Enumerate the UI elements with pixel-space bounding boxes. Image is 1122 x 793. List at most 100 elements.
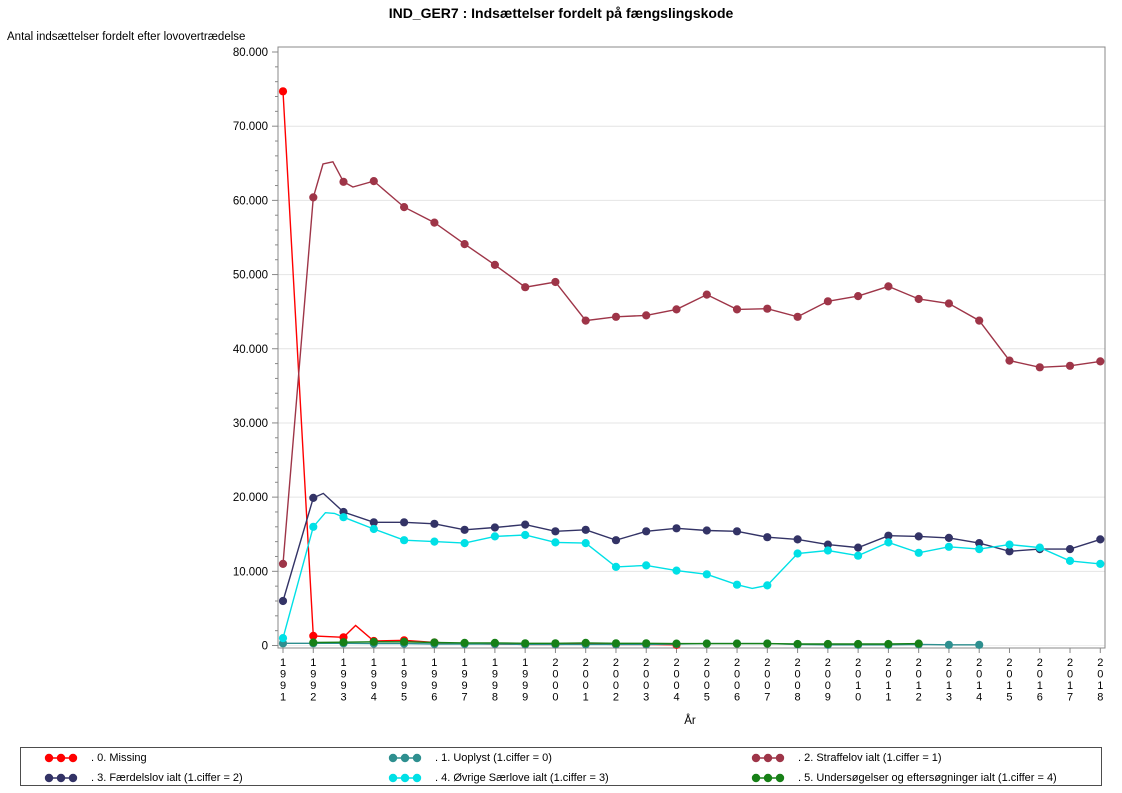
x-axis-title: År <box>684 715 696 727</box>
x-tick-label: 1 <box>1097 680 1103 692</box>
data-point <box>278 559 288 569</box>
data-point <box>732 527 742 536</box>
x-tick-label: 0 <box>552 680 558 692</box>
data-point <box>309 522 318 531</box>
y-axis-title: Antal indsættelser fordelt efter lovover… <box>7 31 246 43</box>
x-tick-label: 6 <box>1037 692 1043 704</box>
legend-marker-icon <box>44 773 78 783</box>
data-point <box>763 639 772 648</box>
x-tick-label: 1 <box>492 657 498 669</box>
x-tick-label: 2 <box>946 657 952 669</box>
data-point <box>551 277 560 287</box>
x-tick-label: 8 <box>492 692 498 704</box>
data-point <box>369 177 378 186</box>
data-point <box>339 638 348 647</box>
legend-item-label: . 2. Straffelov ialt (1.ciffer = 1) <box>798 752 942 764</box>
data-point <box>944 533 954 543</box>
data-point <box>702 290 711 299</box>
data-point <box>581 539 590 548</box>
x-tick-label: 1 <box>340 657 346 669</box>
x-tick-label: 0 <box>583 680 589 692</box>
data-point <box>763 304 772 313</box>
data-point <box>521 639 530 648</box>
x-tick-label: 5 <box>704 692 710 704</box>
x-tick-label: 2 <box>583 657 589 669</box>
data-point <box>914 639 923 648</box>
data-point <box>854 543 863 552</box>
x-tick-label: 1 <box>310 657 316 669</box>
x-tick-label: 6 <box>431 692 437 704</box>
x-tick-label: 3 <box>946 692 952 704</box>
data-point <box>581 316 590 325</box>
legend-marker-icon <box>44 753 78 763</box>
y-tick-label: 0 <box>262 641 268 653</box>
data-point <box>884 282 893 291</box>
x-tick-label: 0 <box>552 692 558 704</box>
legend-item: . 3. Færdelslov ialt (1.ciffer = 2) <box>44 770 243 786</box>
x-tick-label: 0 <box>855 669 861 681</box>
x-tick-label: 2 <box>1067 657 1073 669</box>
data-point <box>460 539 469 548</box>
x-tick-label: 0 <box>855 692 861 704</box>
data-point <box>914 294 923 304</box>
x-tick-label: 2 <box>885 657 891 669</box>
data-point <box>884 639 893 649</box>
data-point <box>581 525 590 534</box>
x-tick-label: 1 <box>1037 680 1043 692</box>
data-point <box>642 527 651 536</box>
data-point <box>339 177 348 186</box>
data-point <box>400 637 409 646</box>
data-point <box>854 292 863 301</box>
y-tick-label: 10.000 <box>233 566 268 578</box>
data-point <box>521 530 530 540</box>
x-tick-label: 0 <box>885 669 891 681</box>
x-tick-label: 0 <box>613 680 619 692</box>
data-point <box>490 523 499 532</box>
x-tick-label: 0 <box>643 680 649 692</box>
legend-item-label: . 5. Undersøgelser og eftersøgninger ial… <box>798 772 1057 784</box>
legend-item: . 4. Øvrige Særlove ialt (1.ciffer = 3) <box>388 770 609 786</box>
data-point <box>975 316 984 325</box>
x-tick-label: 0 <box>1006 669 1012 681</box>
x-tick-label: 1 <box>371 657 377 669</box>
data-point <box>823 540 833 549</box>
data-point <box>1065 556 1075 566</box>
data-point <box>672 639 681 648</box>
x-tick-label: 1 <box>885 680 891 692</box>
x-tick-label: 0 <box>1067 669 1073 681</box>
data-point <box>793 549 802 558</box>
x-tick-label: 1 <box>885 692 891 704</box>
x-tick-label: 1 <box>522 657 528 669</box>
data-point <box>944 640 954 649</box>
series-line-2 <box>282 161 1101 564</box>
data-point <box>914 532 923 541</box>
data-point <box>521 520 530 529</box>
data-point <box>490 260 499 269</box>
x-tick-label: 0 <box>734 669 740 681</box>
data-point <box>672 524 681 533</box>
legend-marker-icon <box>751 753 785 763</box>
x-tick-label: 1 <box>1067 680 1073 692</box>
data-point <box>490 532 499 541</box>
data-point <box>1096 357 1105 366</box>
data-point <box>581 638 590 648</box>
x-tick-label: 0 <box>764 669 770 681</box>
y-tick-label: 20.000 <box>233 492 268 504</box>
x-tick-label: 9 <box>280 669 286 681</box>
x-tick-label: 5 <box>1006 692 1012 704</box>
x-tick-label: 2 <box>1097 657 1103 669</box>
x-tick-label: 9 <box>310 680 316 692</box>
legend-item: . 1. Uoplyst (1.ciffer = 0) <box>388 750 552 766</box>
x-tick-label: 0 <box>825 669 831 681</box>
x-tick-label: 9 <box>431 680 437 692</box>
data-point <box>460 638 469 648</box>
x-tick-label: 9 <box>401 680 407 692</box>
data-point <box>521 283 530 292</box>
x-tick-label: 0 <box>673 680 679 692</box>
data-point <box>309 493 318 502</box>
x-tick-label: 0 <box>795 680 801 692</box>
data-point <box>1096 559 1105 569</box>
data-point <box>823 546 833 555</box>
x-tick-label: 0 <box>673 669 679 681</box>
